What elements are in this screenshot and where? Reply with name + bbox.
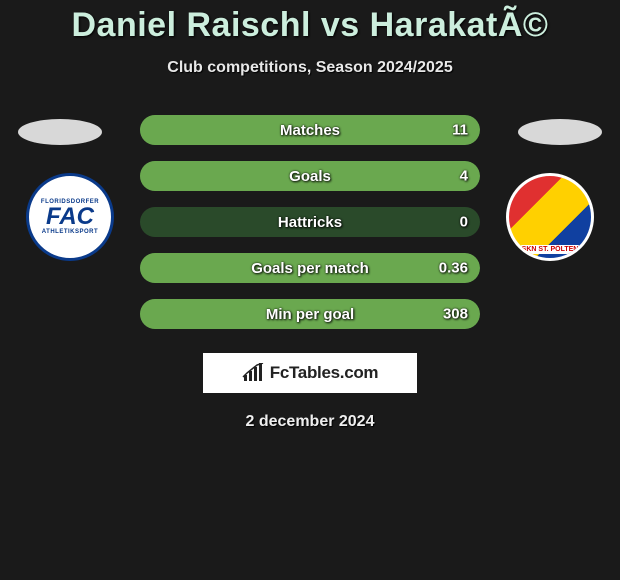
stat-row: Goals per match0.36 xyxy=(140,253,480,283)
stat-label: Matches xyxy=(140,122,480,139)
stat-row: Matches11 xyxy=(140,115,480,145)
brand-text: FcTables.com xyxy=(270,363,379,383)
stat-rows: Matches11 Goals4 Hattricks0 Goals per match… xyxy=(140,115,480,345)
club-right-badge: SKN ST. PÖLTEN xyxy=(506,173,594,261)
player-right-avatar xyxy=(518,119,602,145)
snapshot-date: 2 december 2024 xyxy=(0,413,620,431)
comparison-title: Daniel Raischl vs HarakatÃ© xyxy=(0,0,620,45)
comparison-panel: FLORIDSDORFER FAC ATHLETIKSPORT SKN ST. … xyxy=(0,115,620,335)
stat-label: Hattricks xyxy=(140,214,480,231)
stat-value-right: 0 xyxy=(460,214,468,231)
stat-row: Min per goal308 xyxy=(140,299,480,329)
brand-box[interactable]: FcTables.com xyxy=(203,353,417,393)
club-right-ribbon: SKN ST. PÖLTEN xyxy=(518,245,583,254)
stat-row: Goals4 xyxy=(140,161,480,191)
stat-label: Min per goal xyxy=(140,306,480,323)
club-left-arc-bot: ATHLETIKSPORT xyxy=(42,229,98,235)
club-left-badge: FLORIDSDORFER FAC ATHLETIKSPORT xyxy=(26,173,114,261)
chart-icon xyxy=(242,363,266,383)
stat-label: Goals per match xyxy=(140,260,480,277)
stat-row: Hattricks0 xyxy=(140,207,480,237)
stat-value-right: 11 xyxy=(452,122,468,139)
stat-value-right: 0.36 xyxy=(439,260,468,277)
stat-value-right: 4 xyxy=(460,168,468,185)
stat-label: Goals xyxy=(140,168,480,185)
club-left-short: FAC xyxy=(46,205,94,229)
stat-value-right: 308 xyxy=(443,306,468,323)
comparison-subtitle: Club competitions, Season 2024/2025 xyxy=(0,59,620,77)
player-left-avatar xyxy=(18,119,102,145)
